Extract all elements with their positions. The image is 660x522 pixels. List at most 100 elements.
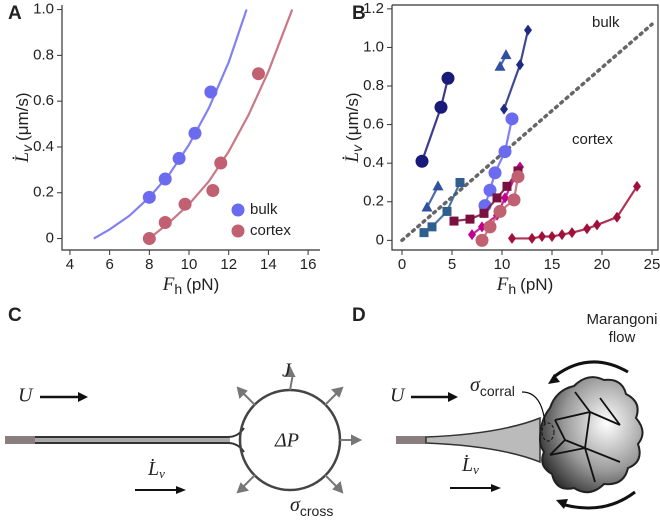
tether-inner: [35, 438, 230, 442]
arrow-head: [548, 374, 560, 384]
point: [492, 193, 502, 203]
pressure-label: ΔP: [274, 430, 299, 452]
arrow-head: [491, 484, 501, 492]
x-tick-label: 8: [145, 256, 153, 273]
y-tick-label: 0.2: [363, 193, 384, 210]
flux-label: J: [282, 360, 292, 382]
y-tick-label: 0.8: [363, 77, 384, 94]
x-axis-label: Fh (pN): [162, 274, 219, 296]
marangoni-label: flow: [609, 329, 636, 346]
symbol: σ: [470, 374, 481, 396]
symbol: F: [496, 274, 509, 295]
marangoni-arrow: [564, 490, 636, 510]
symbol: L̇: [341, 152, 363, 164]
x-tick-label: 14: [260, 256, 277, 273]
cortex-network: [549, 391, 621, 483]
flow-label: U: [390, 385, 406, 407]
point: [142, 190, 156, 204]
point: [479, 208, 489, 218]
tether: [425, 416, 541, 464]
unit: (pN): [520, 275, 553, 294]
x-tick-label: 0: [398, 256, 406, 273]
x-tick-label: 10: [181, 256, 198, 273]
panel-letter: D: [352, 305, 366, 326]
point: [500, 103, 508, 115]
point: [583, 223, 591, 235]
axis: [391, 4, 659, 251]
x-tick-label: 20: [594, 256, 611, 273]
panel-letter: B: [352, 3, 366, 24]
legend-marker: [231, 203, 245, 217]
subscript: corral: [480, 383, 515, 399]
unit: (μm/s): [13, 92, 32, 141]
arrow-head: [556, 499, 568, 509]
marangoni-label: Marangoni: [587, 311, 658, 328]
unit: (μm/s): [343, 92, 362, 141]
y-tick-label: 0.2: [33, 184, 54, 201]
point: [468, 229, 476, 241]
subscript: v: [473, 462, 479, 477]
rate-label: L̇v: [147, 457, 165, 481]
point: [488, 166, 502, 180]
tension-label: σcorral: [470, 374, 515, 399]
point: [508, 232, 516, 244]
x-tick-label: 25: [644, 256, 660, 273]
fit-line: [502, 29, 530, 110]
symbol: F: [162, 274, 175, 295]
point: [524, 24, 532, 36]
subscript: v: [159, 466, 165, 481]
point: [158, 216, 172, 230]
symbol: L̇: [11, 152, 33, 164]
arrow-head: [448, 392, 458, 402]
point: [142, 232, 156, 246]
point: [251, 67, 265, 81]
point: [493, 204, 507, 218]
point: [449, 216, 459, 226]
point: [206, 183, 220, 197]
point: [507, 193, 521, 207]
pipette: [396, 436, 426, 444]
point: [415, 154, 429, 168]
axis: [61, 5, 320, 251]
fit-line: [420, 78, 450, 162]
y-tick-label: 0.6: [33, 92, 54, 109]
subscript: h: [508, 281, 516, 297]
diagram-c: C J ΔP U L̇v σcross: [5, 305, 363, 519]
fit-line: [512, 185, 638, 240]
vesicle: [538, 376, 644, 494]
diagram-d: D Marangoni flow σcorral U L̇v: [352, 305, 658, 510]
point: [538, 230, 546, 242]
pipette: [5, 436, 35, 444]
point: [568, 227, 576, 239]
symbol: σ: [290, 494, 301, 516]
point: [498, 145, 512, 159]
point: [511, 170, 525, 184]
subscript: cross: [300, 503, 333, 519]
annotation: cortex: [572, 131, 613, 148]
y-tick-label: 1.2: [363, 0, 384, 17]
point: [441, 71, 455, 85]
x-tick-label: 4: [66, 256, 74, 273]
x-tick-label: 6: [105, 256, 113, 273]
point: [613, 211, 621, 223]
y-tick-label: 0.4: [363, 154, 384, 171]
symbol: L̇: [461, 453, 473, 476]
y-axis-label: L̇v (μm/s): [341, 92, 364, 163]
y-axis-label: L̇v (μm/s): [11, 92, 34, 163]
point: [501, 192, 509, 204]
point: [432, 180, 444, 191]
point: [633, 180, 641, 192]
panel-letter: C: [8, 305, 22, 326]
symbol: L̇: [147, 457, 159, 480]
point: [421, 201, 433, 212]
subscript: v: [19, 144, 35, 152]
rate-label: L̇v: [461, 453, 479, 477]
point: [593, 219, 601, 231]
point: [419, 228, 429, 238]
point: [158, 172, 172, 186]
unit: (pN): [186, 275, 219, 294]
point: [516, 59, 524, 71]
pointer: [521, 391, 546, 425]
point: [178, 197, 192, 211]
marangoni-arrow: [554, 360, 629, 378]
